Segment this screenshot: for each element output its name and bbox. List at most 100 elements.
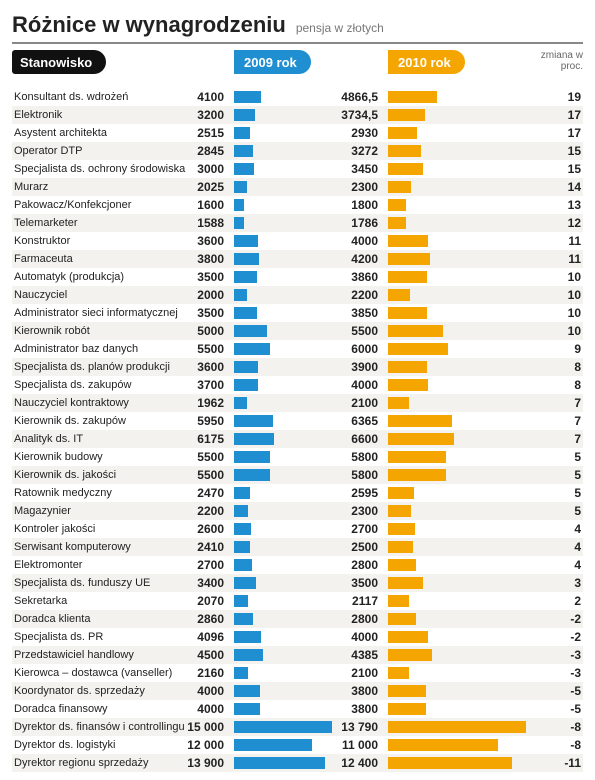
value-2009: 3600	[182, 232, 228, 250]
value-2010: 4385	[334, 646, 382, 664]
bar-2009	[234, 541, 250, 553]
bar-2010	[388, 217, 406, 229]
value-2010: 11 000	[334, 736, 382, 754]
header-2010: 2010 rok	[388, 50, 465, 74]
bar-2009	[234, 451, 270, 463]
table-row: Sekretarka207021172	[12, 592, 583, 610]
bar-2010	[388, 361, 427, 373]
bar-2009	[234, 397, 247, 409]
table-row: Koordynator ds. sprzedaży40003800-5	[12, 682, 583, 700]
bar-2010	[388, 91, 437, 103]
table-row: Automatyk (produkcja)3500386010	[12, 268, 583, 286]
change-value: 4	[541, 538, 581, 556]
value-2009: 3500	[182, 304, 228, 322]
table-row: Kierownik robót5000550010	[12, 322, 583, 340]
value-2009: 1600	[182, 196, 228, 214]
bar-2010	[388, 127, 417, 139]
row-label: Analityk ds. IT	[12, 430, 182, 448]
bar-2010	[388, 487, 414, 499]
value-2009: 12 000	[182, 736, 228, 754]
change-value: 17	[541, 106, 581, 124]
table-row: Konsultant ds. wdrożeń41004866,519	[12, 88, 583, 106]
change-value: 5	[541, 502, 581, 520]
change-value: 13	[541, 196, 581, 214]
value-2010: 4866,5	[334, 88, 382, 106]
bar-2009	[234, 325, 267, 337]
value-2010: 6600	[334, 430, 382, 448]
table-row: Dyrektor ds. finansów i controllingu15 0…	[12, 718, 583, 736]
value-2009: 3800	[182, 250, 228, 268]
row-label: Kierownik budowy	[12, 448, 182, 466]
row-label: Sekretarka	[12, 592, 182, 610]
bar-2009	[234, 721, 332, 733]
bar-2009	[234, 469, 270, 481]
value-2010: 3860	[334, 268, 382, 286]
value-2009: 13 900	[182, 754, 228, 772]
data-rows: Konsultant ds. wdrożeń41004866,519Elektr…	[12, 88, 583, 772]
change-value: 7	[541, 412, 581, 430]
bar-2010	[388, 703, 426, 715]
table-row: Serwisant komputerowy241025004	[12, 538, 583, 556]
table-row: Elektronik32003734,517	[12, 106, 583, 124]
value-2009: 1962	[182, 394, 228, 412]
row-label: Automatyk (produkcja)	[12, 268, 182, 286]
row-label: Magazynier	[12, 502, 182, 520]
change-value: -8	[541, 736, 581, 754]
table-row: Administrator baz danych550060009	[12, 340, 583, 358]
bar-2010	[388, 181, 411, 193]
change-value: 8	[541, 358, 581, 376]
bar-2009	[234, 487, 250, 499]
value-2010: 2930	[334, 124, 382, 142]
change-value: 12	[541, 214, 581, 232]
table-row: Dyrektor regionu sprzedaży13 90012 400-1…	[12, 754, 583, 772]
bar-2010	[388, 397, 409, 409]
value-2009: 2200	[182, 502, 228, 520]
value-2009: 2515	[182, 124, 228, 142]
value-2009: 4100	[182, 88, 228, 106]
bar-2009	[234, 415, 273, 427]
row-label: Kontroler jakości	[12, 520, 182, 538]
bar-2010	[388, 523, 415, 535]
row-label: Elektromonter	[12, 556, 182, 574]
bar-2009	[234, 739, 312, 751]
bar-2010	[388, 271, 427, 283]
value-2010: 2100	[334, 394, 382, 412]
row-label: Ratownik medyczny	[12, 484, 182, 502]
chart-subtitle: pensja w złotych	[296, 21, 384, 35]
row-label: Nauczyciel	[12, 286, 182, 304]
bar-2009	[234, 271, 257, 283]
value-2009: 5950	[182, 412, 228, 430]
table-row: Kierowca – dostawca (vanseller)21602100-…	[12, 664, 583, 682]
change-value: 11	[541, 232, 581, 250]
value-2010: 4000	[334, 376, 382, 394]
bar-2010	[388, 685, 426, 697]
value-2009: 2600	[182, 520, 228, 538]
table-row: Telemarketer1588178612	[12, 214, 583, 232]
bar-2009	[234, 91, 261, 103]
bar-2010	[388, 451, 446, 463]
value-2009: 2025	[182, 178, 228, 196]
bar-2010	[388, 469, 446, 481]
bar-2009	[234, 379, 258, 391]
table-row: Operator DTP2845327215	[12, 142, 583, 160]
change-value: -8	[541, 718, 581, 736]
value-2009: 5000	[182, 322, 228, 340]
value-2010: 3734,5	[334, 106, 382, 124]
header-2009: mediana 2009 rok	[234, 50, 311, 74]
row-label: Administrator sieci informatycznej	[12, 304, 182, 322]
value-2010: 5800	[334, 448, 382, 466]
change-value: 4	[541, 556, 581, 574]
value-2009: 3500	[182, 268, 228, 286]
bar-2010	[388, 649, 432, 661]
value-2009: 2860	[182, 610, 228, 628]
bar-2010	[388, 109, 425, 121]
bar-2009	[234, 559, 252, 571]
change-value: 17	[541, 124, 581, 142]
row-label: Dyrektor regionu sprzedaży	[12, 754, 182, 772]
change-value: 10	[541, 286, 581, 304]
table-row: Specjalista ds. zakupów370040008	[12, 376, 583, 394]
value-2009: 4096	[182, 628, 228, 646]
table-row: Nauczyciel2000220010	[12, 286, 583, 304]
bar-2010	[388, 541, 413, 553]
value-2010: 3900	[334, 358, 382, 376]
